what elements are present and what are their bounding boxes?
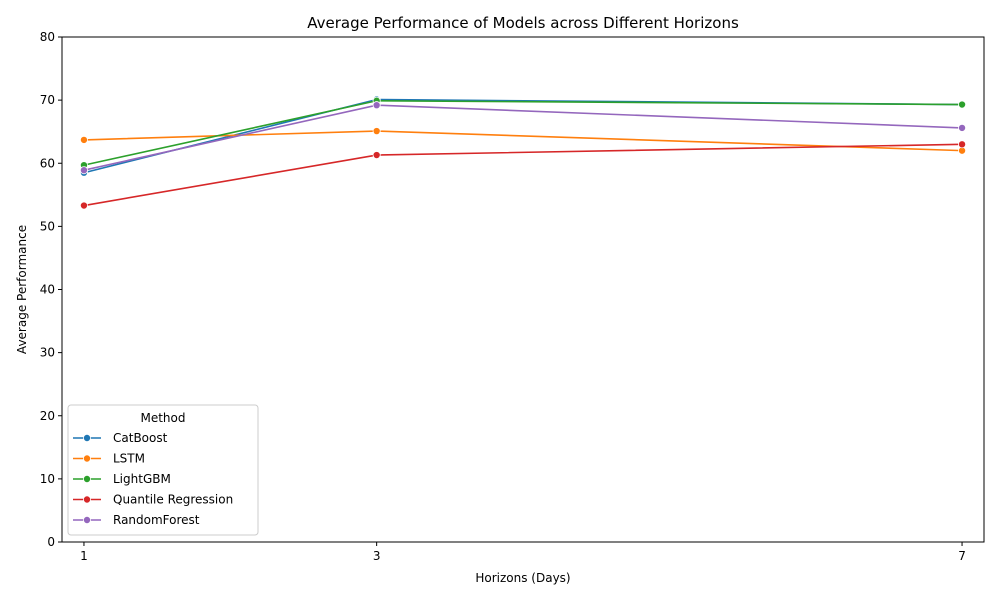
x-tick-label: 7	[958, 549, 966, 563]
data-point	[79, 166, 88, 175]
data-point	[958, 123, 967, 132]
legend: Method CatBoost LSTM LightGBM Quantile Regr…	[67, 404, 259, 536]
data-point	[79, 135, 88, 144]
legend-label: LSTM	[113, 452, 145, 466]
legend-swatch-marker	[83, 474, 92, 483]
y-tick-label: 20	[40, 409, 55, 423]
legend-label: CatBoost	[113, 431, 168, 445]
legend-item: Quantile Regression	[73, 493, 233, 507]
series-lstm	[79, 127, 967, 155]
data-point	[372, 101, 381, 110]
chart-title: Average Performance of Models across Dif…	[307, 14, 739, 32]
data-point	[372, 151, 381, 160]
y-tick-label: 60	[40, 156, 55, 170]
data-point	[958, 100, 967, 109]
legend-label: LightGBM	[113, 472, 171, 486]
y-tick-label: 30	[40, 346, 55, 360]
legend-swatch-marker	[83, 516, 92, 525]
legend-item: CatBoost	[73, 431, 168, 445]
series-layer	[79, 95, 967, 210]
legend-item: LightGBM	[73, 472, 171, 486]
data-point	[958, 140, 967, 149]
x-axis: 1 3 7	[80, 542, 966, 563]
series-quantile-regression	[79, 140, 967, 210]
y-axis: 0 10 20 30 40 50 60 70 80	[40, 30, 62, 549]
y-tick-label: 70	[40, 93, 55, 107]
legend-item: LSTM	[73, 452, 145, 466]
legend-label: RandomForest	[113, 513, 200, 527]
y-tick-label: 50	[40, 219, 55, 233]
x-tick-label: 1	[80, 549, 88, 563]
y-tick-label: 40	[40, 283, 55, 297]
legend-frame	[67, 404, 259, 536]
series-line	[83, 143, 963, 207]
data-point	[79, 201, 88, 210]
legend-swatch-marker	[83, 454, 92, 463]
legend-item: RandomForest	[73, 513, 200, 527]
legend-swatch-marker	[83, 495, 92, 504]
legend-title: Method	[140, 411, 185, 425]
y-tick-label: 10	[40, 472, 55, 486]
y-tick-label: 80	[40, 30, 55, 44]
legend-label: Quantile Regression	[113, 493, 233, 507]
data-point	[372, 127, 381, 136]
series-lightgbm	[79, 96, 967, 170]
y-axis-label: Average Performance	[15, 225, 29, 354]
legend-swatch-marker	[83, 433, 92, 442]
series-randomforest	[79, 101, 967, 175]
series-line	[83, 104, 963, 171]
x-tick-label: 3	[373, 549, 381, 563]
y-tick-label: 0	[47, 535, 55, 549]
x-axis-label: Horizons (Days)	[475, 571, 570, 585]
legend-items: CatBoost LSTM LightGBM Quantile Regression R…	[73, 431, 233, 527]
